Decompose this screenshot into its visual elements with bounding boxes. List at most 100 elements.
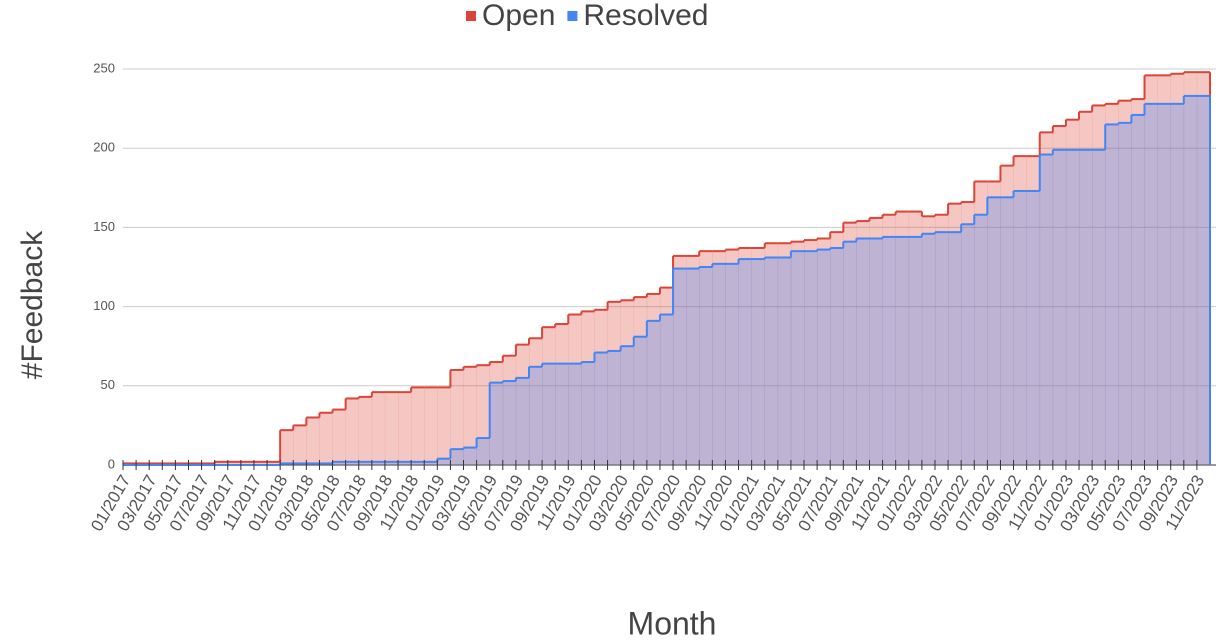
area-step	[489, 382, 504, 465]
area-step	[1183, 95, 1198, 465]
y-tick-label: 250	[93, 60, 115, 75]
area-step	[515, 344, 530, 465]
area-step	[581, 362, 595, 465]
area-step	[371, 392, 386, 465]
area-step	[1026, 190, 1041, 465]
area-step	[476, 438, 490, 465]
area-step	[987, 181, 1001, 466]
area-step	[332, 409, 346, 465]
area-step	[332, 461, 346, 465]
area-step	[437, 458, 451, 465]
area-step	[908, 211, 923, 465]
area-step	[528, 338, 543, 465]
area-step	[686, 255, 700, 465]
area-step	[594, 352, 608, 465]
area-step	[398, 461, 412, 465]
y-axis-title: #Feedback	[16, 230, 49, 379]
area-step	[777, 257, 792, 465]
area-step	[463, 447, 477, 465]
area-step	[568, 314, 582, 465]
x-axis-title: Month	[628, 605, 717, 641]
area-step	[830, 232, 844, 465]
area-step	[1079, 111, 1093, 465]
area-step	[1013, 156, 1027, 465]
area-step	[934, 232, 949, 465]
area-step	[646, 320, 661, 465]
area-step	[398, 392, 412, 465]
area-step	[555, 324, 569, 465]
area-step	[411, 387, 425, 465]
area-step	[1000, 197, 1014, 465]
area-step	[974, 181, 988, 466]
area-step	[293, 425, 307, 465]
area-step	[594, 309, 608, 465]
area-step	[1144, 75, 1158, 465]
area-step	[384, 461, 399, 465]
area-step	[1079, 149, 1093, 465]
area-step	[712, 251, 726, 465]
area-step	[345, 461, 360, 465]
area-step	[1157, 75, 1172, 465]
area-step	[1092, 149, 1106, 465]
area-step	[921, 233, 936, 465]
area-step	[804, 240, 818, 465]
area-step	[319, 412, 333, 465]
area-step	[502, 355, 517, 465]
y-tick-label: 200	[93, 140, 115, 155]
area-step	[1131, 99, 1145, 465]
area-step	[921, 216, 936, 465]
area-step	[948, 203, 962, 465]
area-step	[528, 366, 543, 465]
area-step	[1118, 122, 1132, 465]
area-step	[738, 247, 752, 465]
area-step	[411, 461, 425, 465]
area-step	[659, 287, 674, 465]
area-step	[515, 377, 530, 465]
area-step	[908, 236, 923, 465]
area-step	[777, 243, 792, 465]
area-step	[1039, 154, 1054, 465]
area-step	[555, 363, 569, 465]
area-step	[790, 251, 805, 465]
area-step	[1052, 126, 1067, 466]
area-step	[974, 214, 988, 465]
area-step	[738, 259, 752, 465]
area-step	[358, 396, 373, 465]
area-step	[869, 238, 883, 465]
series	[123, 94, 1211, 466]
area-step	[751, 247, 766, 465]
area-step	[699, 267, 713, 465]
area-step	[1131, 114, 1145, 465]
area-step	[1000, 165, 1014, 465]
area-step	[1026, 156, 1041, 465]
area-step	[725, 263, 739, 465]
area-step	[1170, 73, 1185, 465]
area-step	[869, 217, 883, 465]
area-step	[1105, 124, 1119, 465]
area-step	[790, 241, 805, 465]
area-step	[830, 247, 844, 465]
area-step	[267, 461, 281, 465]
area-step	[358, 461, 373, 465]
area-step	[895, 236, 910, 465]
series	[123, 71, 1211, 466]
area-step	[214, 461, 229, 465]
area-step	[502, 381, 517, 465]
area-step	[489, 362, 504, 465]
area-step	[476, 365, 490, 465]
area-step	[1196, 95, 1211, 465]
area-step	[895, 211, 910, 465]
y-tick-label: 100	[93, 298, 115, 313]
area-step	[1144, 103, 1158, 466]
area-step	[659, 314, 674, 465]
area-step	[542, 327, 556, 465]
area-step	[751, 259, 766, 465]
area-step	[227, 461, 242, 465]
area-step	[463, 366, 477, 465]
area-step	[450, 449, 464, 465]
area-step	[240, 461, 255, 465]
area-step	[712, 263, 726, 465]
area-step	[542, 363, 556, 465]
area-step	[581, 311, 595, 465]
area-step	[568, 363, 582, 465]
